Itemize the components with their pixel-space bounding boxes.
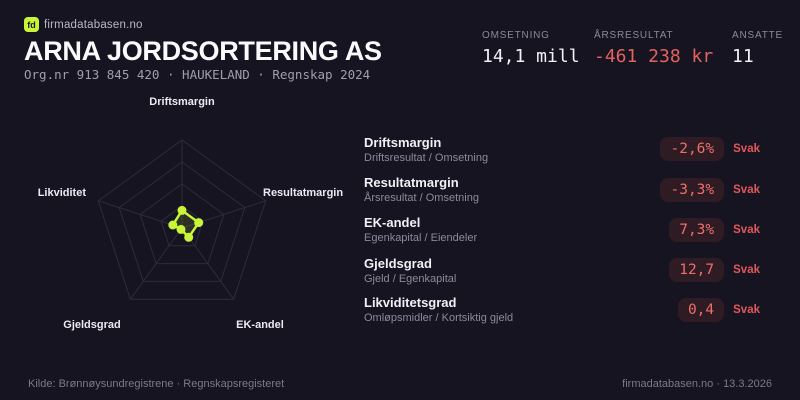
page-title: ARNA JORDSORTERING AS (24, 36, 382, 66)
stat-label: OMSETNING (482, 30, 550, 41)
footer-site-date: firmadatabasen.no · 13.3.2026 (622, 378, 772, 390)
radar-axis-label-likviditet: Likviditet (37, 187, 86, 199)
rating-badge: Svak (733, 224, 760, 236)
metric-formula: Årsresultat / Omsetning (364, 192, 479, 204)
metric-formula: Omløpsmidler / Kortsiktig gjeld (364, 312, 514, 324)
radar-chart-svg (97, 139, 267, 300)
metric-value-pill: 0,4 (677, 298, 725, 322)
stat-value: 11 (732, 46, 754, 67)
stat-omsetning: OMSETNING 14,1 mill (482, 30, 580, 67)
metric-title: Driftsmargin (364, 135, 442, 150)
rating-badge: Svak (733, 304, 760, 316)
stat-ansatte: ANSATTE 11 (732, 30, 783, 67)
radar-axis-label-driftsmargin: Driftsmargin (149, 96, 215, 108)
footer-source: Kilde: Brønnøysundregistrene · Regnskaps… (28, 378, 285, 390)
metric-row-gjeldsgrad: Gjeldsgrad Gjeld / Egenkapital 12,7 Svak (364, 257, 760, 295)
metric-formula: Gjeld / Egenkapital (364, 273, 457, 285)
metric-row-resultatmargin: Resultatmargin Årsresultat / Omsetning -… (364, 176, 760, 214)
stat-value: -461 238 kr (594, 46, 714, 67)
metric-title: Likviditetsgrad (364, 295, 457, 310)
metric-formula: Egenkapital / Eiendeler (364, 232, 478, 244)
brand[interactable]: fd firmadatabasen.no (24, 17, 143, 32)
rating-badge: Svak (733, 143, 760, 155)
metric-value-pill: 7,3% (669, 218, 725, 242)
org-line: Org.nr 913 845 420 · HAUKELAND · Regnska… (24, 67, 371, 82)
metric-value-pill: -3,3% (660, 178, 725, 202)
stat-label: ANSATTE (732, 30, 783, 41)
radar-axis-label-gjeldsgrad: Gjeldsgrad (63, 319, 121, 331)
site-name: firmadatabasen.no (44, 18, 143, 31)
metric-title: Gjeldsgrad (364, 256, 432, 271)
radar-axis-label-resultatmargin: Resultatmargin (263, 187, 344, 199)
metric-formula: Driftsresultat / Omsetning (364, 152, 489, 164)
metric-row-ek-andel: EK-andel Egenkapital / Eiendeler 7,3% Sv… (364, 216, 760, 254)
stat-arsresultat: ÅRSRESULTAT -461 238 kr (594, 30, 713, 67)
stat-value: 14,1 mill (482, 46, 580, 67)
rating-badge: Svak (733, 264, 760, 276)
metric-value-pill: -2,6% (660, 137, 725, 161)
metric-row-driftsmargin: Driftsmargin Driftsresultat / Omsetning … (364, 136, 760, 174)
radar-axis-label-ek-andel: EK-andel (236, 319, 284, 331)
fd-logo-icon: fd (24, 17, 39, 32)
metric-value-pill: 12,7 (669, 258, 725, 282)
radar-chart: Driftsmargin Resultatmargin EK-andel Gje… (0, 90, 360, 360)
metric-title: EK-andel (364, 215, 421, 230)
metric-title: Resultatmargin (364, 175, 459, 190)
metric-row-likviditetsgrad: Likviditetsgrad Omløpsmidler / Kortsikti… (364, 296, 760, 334)
rating-badge: Svak (733, 184, 760, 196)
stat-label: ÅRSRESULTAT (594, 30, 674, 41)
